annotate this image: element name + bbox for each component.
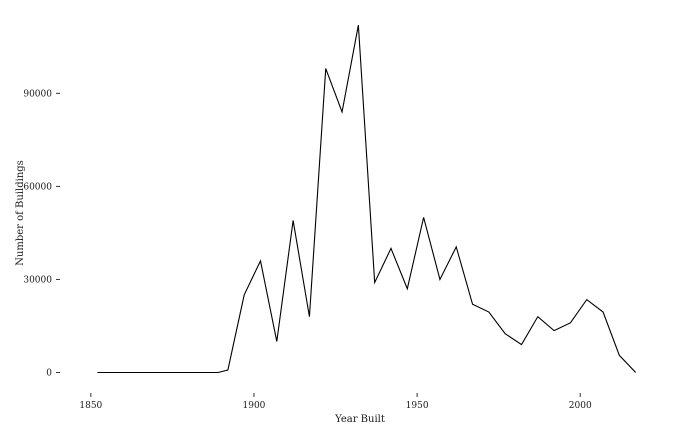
y-axis-ticks: 0 30000 60000 90000 [23, 89, 60, 378]
series-line [97, 24, 637, 374]
x-tick-label: 1950 [406, 401, 429, 411]
y-tick-label: 0 [46, 368, 52, 378]
y-tick-label: 60000 [23, 182, 52, 192]
x-tick-label: 1900 [243, 401, 266, 411]
x-tick-label: 2000 [569, 401, 592, 411]
x-axis-label: Year Built [334, 414, 385, 425]
y-tick-label: 30000 [23, 275, 52, 285]
y-axis-label: Number of Buildings [15, 160, 26, 266]
x-tick-label: 1850 [79, 401, 102, 411]
x-axis-ticks: 1850 1900 1950 2000 [79, 393, 592, 411]
series-group [97, 24, 637, 374]
y-tick-label: 90000 [23, 89, 52, 99]
